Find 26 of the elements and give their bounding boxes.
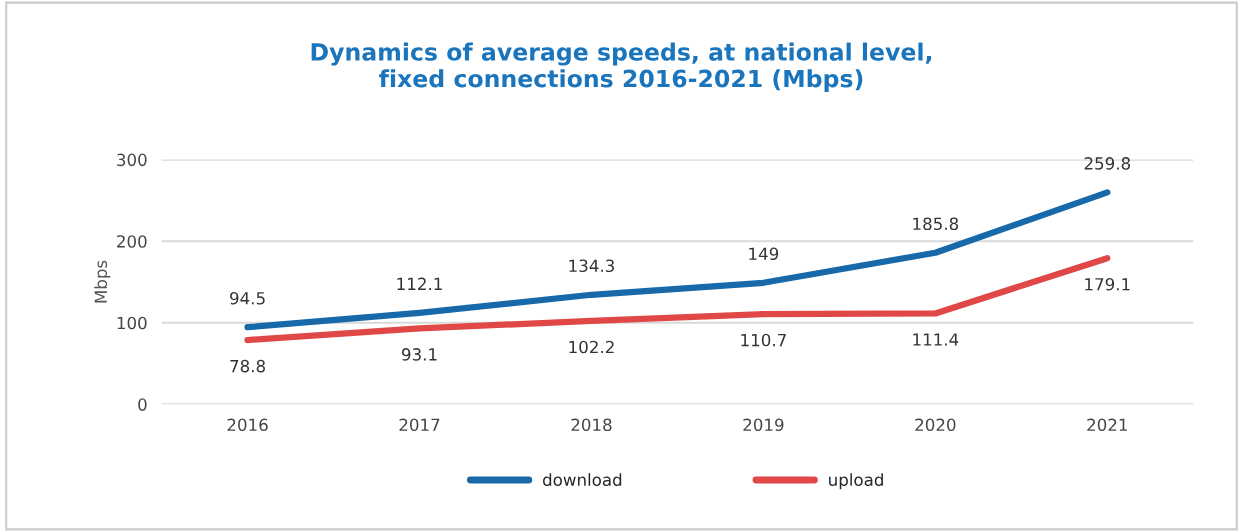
data-label: 94.5	[230, 291, 265, 305]
data-label: 185.8	[913, 217, 959, 231]
y-tick-label: 300	[117, 153, 147, 167]
chart-title: Dynamics of average speeds, at national level, fixed connections 2016-2021 (Mbps)	[311, 42, 932, 93]
data-label: 111.4	[913, 333, 959, 346]
data-label: 179.1	[1085, 277, 1130, 291]
data-label: 149	[749, 247, 779, 261]
y-tick-label: 0	[138, 398, 147, 411]
x-tick-label: 2020	[915, 418, 956, 432]
x-tick-label: 2018	[571, 418, 612, 432]
data-label: 110.7	[741, 333, 786, 347]
data-label: 78.8	[230, 359, 265, 373]
y-tick-label: 100	[117, 316, 147, 330]
data-label: 259.8	[1084, 157, 1131, 170]
y-tick-label: 200	[117, 235, 147, 248]
legend-label: upload	[829, 473, 883, 490]
data-label: 134.3	[569, 259, 614, 273]
data-label: 93.1	[402, 348, 437, 361]
x-tick-label: 2016	[227, 418, 268, 432]
legend-label: download	[543, 473, 622, 487]
y-axis-title: Mbps	[94, 260, 111, 303]
x-tick-label: 2017	[399, 418, 440, 432]
data-label: 112.1	[397, 277, 442, 290]
data-label: 102.2	[569, 340, 614, 354]
x-tick-label: 2021	[1087, 418, 1127, 432]
x-tick-label: 2019	[743, 418, 784, 432]
